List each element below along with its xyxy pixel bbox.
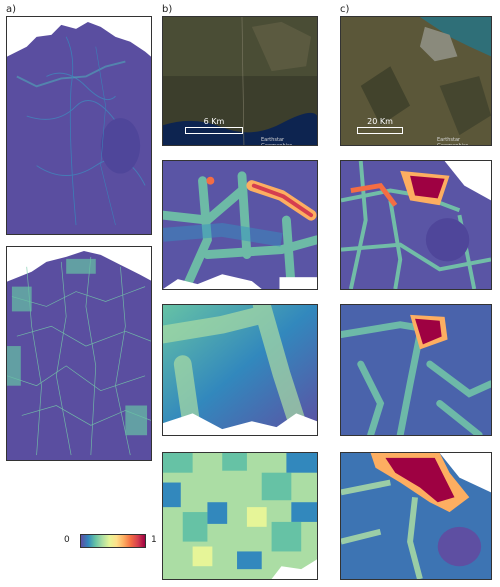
raster-b-3 bbox=[162, 452, 318, 580]
raster-b-2 bbox=[162, 304, 318, 436]
colorbar-min-label: 0 bbox=[64, 535, 70, 545]
colorbar bbox=[80, 534, 146, 548]
raster-b-1 bbox=[162, 160, 318, 290]
satellite-image-c: 20 Km Earthstar Geographics bbox=[340, 16, 492, 146]
image-credit: Earthstar Geographics bbox=[261, 137, 293, 146]
raster-c-1 bbox=[340, 160, 492, 290]
scale-bar: 6 Km bbox=[185, 117, 243, 134]
panel-label-c: c) bbox=[340, 4, 350, 15]
raster-c-2 bbox=[340, 304, 492, 436]
colorbar-max-label: 1 bbox=[151, 535, 157, 545]
raster-c-3 bbox=[340, 452, 492, 580]
image-credit: Earthstar Geographics bbox=[437, 137, 469, 146]
panel-label-b: b) bbox=[162, 4, 173, 15]
scale-bar: 20 Km bbox=[357, 117, 403, 134]
scale-label: 6 Km bbox=[203, 117, 225, 126]
satellite-image-b: 6 Km Earthstar Geographics bbox=[162, 16, 318, 146]
map-region-bottom bbox=[6, 246, 152, 461]
map-region-top bbox=[6, 16, 152, 235]
panel-label-a: a) bbox=[6, 4, 17, 15]
scale-label: 20 Km bbox=[367, 117, 393, 126]
